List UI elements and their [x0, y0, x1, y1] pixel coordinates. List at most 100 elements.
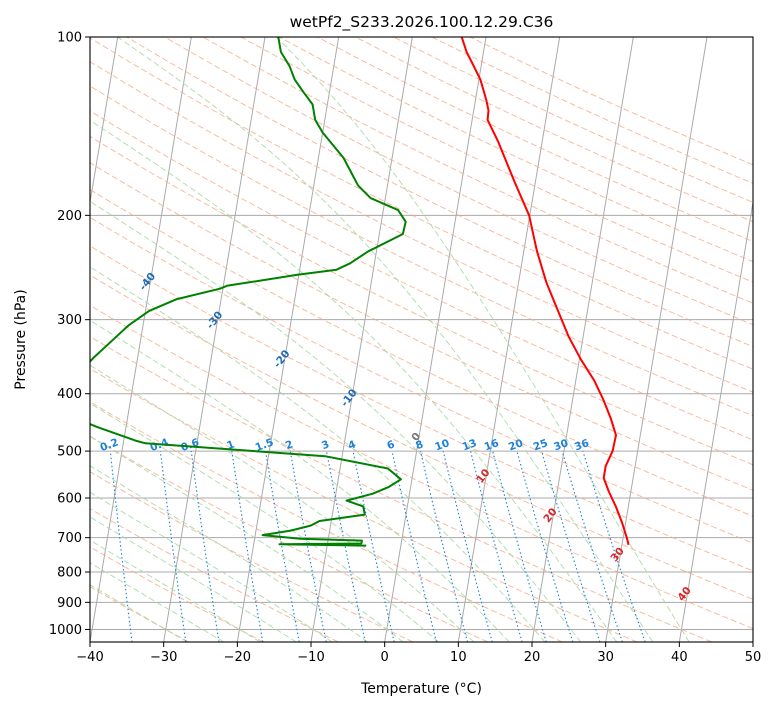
dry-adiabat-line [90, 546, 264, 642]
dry-adiabat-line [164, 37, 753, 326]
moist-adiabat-line [276, 37, 690, 642]
dry-adiabat-label: -50 [70, 232, 91, 254]
y-tick-label: 1000 [49, 623, 82, 638]
isotherm-line [752, 638, 753, 642]
mixing-ratio-line [541, 450, 601, 642]
temperature-line [460, 37, 630, 546]
x-tick-label: 50 [745, 650, 762, 665]
mixing-ratio-line [264, 451, 300, 642]
moist-adiabat-line [90, 491, 333, 642]
dry-adiabat-label: 10 [474, 467, 492, 486]
sounding-series [90, 37, 630, 547]
dry-adiabat-line [90, 401, 563, 642]
mixing-ratio-label: 0.2 [99, 436, 121, 454]
mixing-ratio-line [492, 450, 547, 642]
moist-adiabat-line [90, 266, 546, 642]
isotherm-line [90, 37, 119, 206]
moist-adiabat-line [90, 465, 368, 642]
dry-adiabat-label: -60 [3, 194, 24, 216]
mixing-ratio-label: 6 [385, 438, 396, 452]
mixing-ratio-label: 25 [532, 437, 550, 453]
mixing-ratio-label: 8 [414, 438, 425, 452]
dry-adiabat-line [90, 110, 753, 441]
dry-adiabat-label: 20 [541, 506, 559, 525]
mixing-ratio-label: 1.5 [254, 436, 276, 454]
isotherm-line [90, 37, 192, 642]
dry-adiabat-line [90, 508, 339, 642]
dry-adiabat-line [431, 37, 753, 184]
moist-adiabat-line [90, 200, 582, 642]
dry-adiabat-lines [90, 37, 753, 642]
pressure-gridlines [90, 37, 753, 630]
y-tick-label: 600 [57, 492, 82, 507]
mixing-ratio-lines [109, 450, 646, 642]
mixing-ratio-line [442, 450, 493, 642]
isotherm-line [678, 199, 753, 642]
mixing-ratio-line [516, 450, 574, 642]
dry-adiabat-label: -10 [339, 387, 360, 409]
mixing-ratio-line [159, 451, 187, 642]
axes: −40 −30 −20 −10 0 10 20 30 40 5010020030040050060… [49, 31, 761, 666]
x-tick-label: 0 [381, 650, 389, 665]
mixing-ratio-line [109, 451, 133, 642]
x-tick-label: 30 [597, 650, 614, 665]
isotherm-line [236, 37, 340, 642]
y-axis-title: Pressure (hPa) [13, 289, 29, 389]
isotherm-line [457, 37, 561, 642]
dry-adiabat-label: -30 [204, 309, 225, 331]
x-tick-label: 10 [450, 650, 467, 665]
moist-adiabat-line [90, 402, 439, 642]
mixing-ratio-label: 3 [320, 438, 331, 452]
dry-adiabat-line [393, 37, 753, 203]
dry-adiabat-line [355, 37, 753, 223]
mixing-ratio-label: 36 [573, 437, 591, 453]
y-tick-label: 900 [57, 596, 82, 611]
dry-adiabat-line [90, 216, 753, 544]
plot-frame [89, 36, 754, 643]
x-tick-label: −30 [150, 650, 177, 665]
dry-adiabat-line [278, 37, 753, 263]
mixing-ratio-label: 4 [347, 438, 358, 452]
dry-adiabat-line [90, 304, 753, 630]
y-tick-label: 800 [57, 566, 82, 581]
mixing-ratio-line [352, 450, 395, 642]
x-tick-label: −20 [224, 650, 251, 665]
moist-adiabat-line [90, 364, 475, 642]
x-tick-label: −40 [76, 650, 103, 665]
dry-adiabat-line [90, 245, 753, 572]
isotherm-lines [90, 37, 753, 642]
isotherm-line [384, 37, 487, 642]
mixing-ratio-label: 13 [461, 437, 479, 453]
x-tick-label: 40 [671, 650, 688, 665]
y-tick-label: 100 [57, 31, 82, 46]
dry-adiabat-line [90, 471, 414, 642]
dry-adiabat-line [90, 162, 753, 491]
y-tick-label: 200 [57, 209, 82, 224]
dry-adiabat-line [90, 435, 488, 642]
dry-adiabat-line [90, 586, 190, 642]
x-axis-title: Temperature (°C) [360, 681, 482, 697]
moist-adiabat-lines [90, 37, 690, 642]
dry-adiabat-label: -40 [137, 271, 158, 293]
moist-adiabat-line [90, 562, 225, 642]
mixing-ratio-line [470, 450, 523, 642]
moist-adiabat-line [90, 539, 261, 642]
mixing-ratio-line [561, 450, 623, 642]
dry-adiabat-line [126, 37, 753, 348]
dry-adiabat-line [202, 37, 753, 304]
mixing-ratio-label: 30 [552, 437, 570, 453]
dry-adiabat-line [90, 335, 712, 642]
dry-adiabat-line [90, 135, 753, 466]
isotherm-line [531, 37, 634, 642]
chart-title: wetPf2_S233.2026.100.12.29.C36 [290, 13, 554, 32]
y-tick-label: 500 [57, 445, 82, 460]
moist-adiabat-line [117, 37, 654, 642]
dry-adiabat-label: 30 [608, 545, 626, 564]
mixing-ratio-label: 2 [284, 438, 295, 452]
mixing-ratio-label: 16 [483, 437, 501, 453]
y-tick-label: 400 [57, 387, 82, 402]
mixing-ratio-line [582, 450, 646, 642]
isotherm-line [163, 37, 266, 642]
dry-adiabat-line [90, 37, 753, 370]
